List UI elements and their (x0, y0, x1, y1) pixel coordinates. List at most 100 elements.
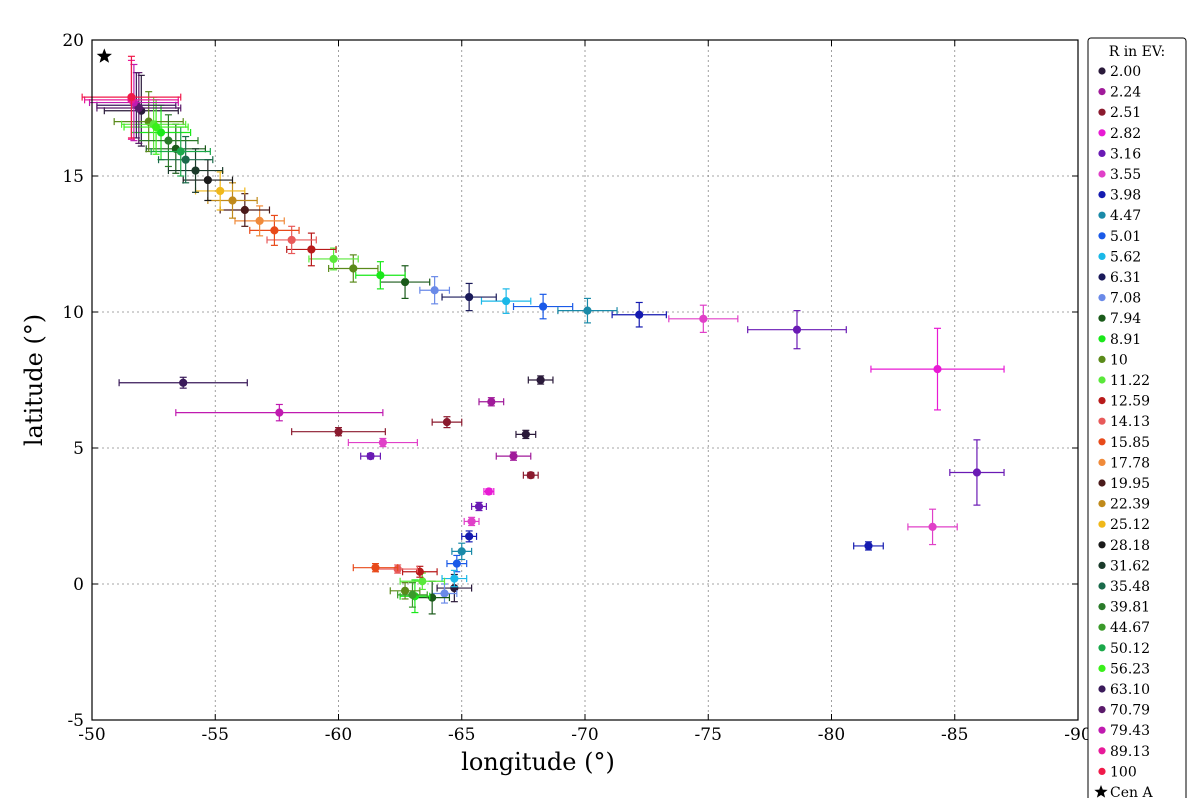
y-tick-label: 15 (62, 167, 84, 187)
data-point (635, 310, 644, 319)
series-7.94 (145, 123, 451, 615)
data-point (418, 577, 427, 586)
data-point (408, 590, 417, 599)
legend-label: 39.81 (1110, 600, 1150, 616)
legend-label: 15.85 (1110, 435, 1150, 451)
data-point (270, 226, 279, 235)
legend-star-icon (1094, 785, 1108, 798)
data-point (452, 559, 461, 568)
data-point (151, 122, 161, 132)
legend-marker (1098, 458, 1106, 466)
x-tick-label: -60 (325, 725, 352, 745)
legend-marker (1098, 726, 1106, 734)
data-point (228, 196, 237, 205)
data-point (191, 166, 200, 175)
legend-marker (1098, 376, 1106, 384)
data-point (164, 136, 173, 145)
series-2.51 (291, 416, 539, 480)
data-point (428, 593, 437, 602)
series-3.16 (360, 310, 1005, 512)
data-point (465, 532, 474, 541)
data-point (465, 292, 474, 302)
legend-marker (1098, 438, 1106, 446)
legend-title: R in EV: (1109, 44, 1166, 60)
legend-marker (1098, 397, 1106, 405)
legend-marker (1098, 541, 1106, 549)
data-marks (81, 48, 1005, 615)
legend-marker (1098, 747, 1106, 755)
legend-label: 22.39 (1110, 497, 1150, 513)
legend-label: 63.10 (1110, 682, 1150, 698)
legend-label: 35.48 (1110, 579, 1150, 595)
data-point (307, 245, 316, 254)
legend-marker (1098, 623, 1106, 631)
legend-marker (1098, 520, 1106, 528)
data-point (526, 471, 535, 480)
data-point (366, 452, 375, 461)
legend-label: 11.22 (1110, 373, 1150, 389)
series-44.67 (397, 582, 428, 608)
legend-label: 28.18 (1110, 538, 1150, 554)
legend: R in EV: 2.00 2.24 2.51 2.82 3.16 3.55 3.98 4.47… (1087, 37, 1187, 798)
data-point (440, 589, 449, 598)
data-point (287, 235, 296, 245)
legend-marker (1098, 170, 1106, 178)
x-tick-label: -65 (448, 725, 475, 745)
data-point (442, 418, 452, 427)
legend-marker (1098, 252, 1106, 260)
data-point (430, 286, 439, 295)
data-point (181, 155, 190, 164)
y-tick-label: 20 (62, 31, 84, 51)
data-point (179, 378, 188, 387)
legend-label: 79.43 (1110, 723, 1150, 739)
legend-label: 31.62 (1110, 558, 1150, 574)
series-10 (113, 91, 421, 600)
legend-label: 5.01 (1110, 229, 1141, 245)
y-tick-label: 10 (62, 303, 84, 323)
legend-label: 50.12 (1110, 641, 1150, 657)
x-axis-label: longitude (°) (461, 748, 615, 776)
data-point (467, 517, 476, 526)
y-tick-label: -5 (67, 711, 84, 731)
legend-marker (1098, 335, 1106, 343)
data-point (127, 93, 136, 102)
x-tick-label: -55 (202, 725, 229, 745)
data-point (400, 277, 410, 287)
data-point (792, 325, 802, 334)
data-point (378, 438, 387, 447)
legend-marker (1098, 603, 1106, 611)
y-tick-label: 0 (73, 575, 84, 595)
series-5.01 (446, 293, 574, 573)
series-2.82 (483, 327, 1005, 496)
legend-label: 44.67 (1110, 620, 1150, 636)
legend-label: 10 (1110, 352, 1128, 368)
legend-marker (1098, 232, 1106, 240)
data-point (156, 128, 166, 137)
series-12.59 (286, 232, 438, 578)
legend-marker (1098, 685, 1106, 693)
data-point (928, 522, 937, 531)
legend-box (1087, 37, 1187, 798)
legend-label: 56.23 (1110, 661, 1150, 677)
data-point (415, 567, 424, 576)
series-70.79 (96, 72, 182, 144)
data-point (502, 297, 511, 306)
legend-label: 89.13 (1110, 744, 1150, 760)
data-point (450, 574, 459, 583)
legend-label: 17.78 (1110, 455, 1150, 471)
legend-marker (1098, 273, 1106, 281)
data-point (538, 302, 548, 311)
legend-marker (1098, 417, 1106, 425)
legend-label: 2.24 (1110, 85, 1141, 101)
legend-label: 7.94 (1110, 311, 1141, 327)
legend-marker (1098, 664, 1106, 673)
series-3.55 (347, 304, 958, 546)
legend-label: 2.51 (1110, 105, 1141, 121)
cen-a-star-icon (96, 48, 112, 63)
legend-label: 8.91 (1110, 332, 1141, 348)
legend-label: 100 (1110, 764, 1137, 780)
legend-marker (1098, 129, 1106, 137)
legend-marker (1098, 561, 1106, 570)
